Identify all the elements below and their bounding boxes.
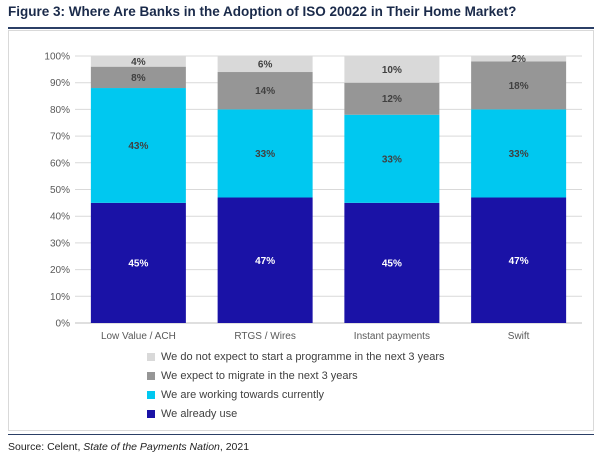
data-label: 14% <box>255 86 275 97</box>
y-tick-label: 70% <box>50 132 70 143</box>
source-prefix: Source: Celent, <box>8 441 84 453</box>
legend-label: We already use <box>161 408 238 420</box>
bar-segment <box>217 72 313 110</box>
legend-item: We expect to migrate in the next 3 years <box>147 369 358 383</box>
y-tick-label: 100% <box>44 52 70 63</box>
y-tick-label: 60% <box>50 158 70 169</box>
data-label: 33% <box>255 149 275 160</box>
data-label: 8% <box>131 73 146 84</box>
legend-swatch <box>147 353 155 361</box>
data-label: 47% <box>255 256 275 267</box>
bottom-divider <box>8 434 594 435</box>
bar-segment <box>471 197 567 323</box>
legend-swatch <box>147 372 155 380</box>
data-label: 33% <box>382 154 402 165</box>
legend-label: We expect to migrate in the next 3 years <box>161 370 358 382</box>
y-tick-label: 0% <box>56 319 71 330</box>
bar-segment <box>217 109 313 198</box>
source-publication: State of the Payments Nation <box>83 441 220 453</box>
bar-segment <box>344 202 440 323</box>
bar-segment <box>344 114 440 203</box>
data-label: 12% <box>382 94 402 105</box>
y-tick-label: 50% <box>50 185 70 196</box>
x-tick-label: Swift <box>508 331 530 342</box>
data-label: 10% <box>382 65 402 76</box>
source-suffix: , 2021 <box>219 441 250 453</box>
data-label: 2% <box>511 54 526 65</box>
y-tick-label: 80% <box>50 105 70 116</box>
y-tick-label: 20% <box>50 265 70 276</box>
y-tick-label: 90% <box>50 78 70 89</box>
data-label: 6% <box>258 60 273 71</box>
figure-title: Figure 3: Where Are Banks in the Adoptio… <box>8 4 517 19</box>
bar-segment <box>90 66 186 89</box>
legend-swatch <box>147 391 155 399</box>
data-label: 47% <box>509 256 529 267</box>
x-tick-label: RTGS / Wires <box>234 331 295 342</box>
bar-segment <box>217 197 313 323</box>
bar-segment <box>344 82 440 115</box>
bar-segment <box>471 56 567 62</box>
data-label: 45% <box>128 258 148 269</box>
data-label: 4% <box>131 57 146 68</box>
bar-segment <box>471 109 567 198</box>
bar-segment <box>471 61 567 110</box>
bar-segment <box>90 202 186 323</box>
chart-frame <box>8 30 594 431</box>
title-divider <box>8 27 594 29</box>
legend-label: We do not expect to start a programme in… <box>161 351 445 363</box>
data-label: 33% <box>509 149 529 160</box>
bar-segment <box>217 56 313 73</box>
y-tick-label: 40% <box>50 212 70 223</box>
data-label: 43% <box>128 141 148 152</box>
legend-swatch <box>147 410 155 418</box>
bar-segment <box>90 88 186 203</box>
legend-label: We are working towards currently <box>161 389 325 401</box>
data-label: 18% <box>509 81 529 92</box>
x-tick-label: Low Value / ACH <box>101 331 176 342</box>
bar-segment <box>90 56 186 67</box>
legend-item: We are working towards currently <box>147 388 324 402</box>
y-tick-label: 30% <box>50 238 70 249</box>
y-tick-label: 10% <box>50 292 70 303</box>
legend-item: We do not expect to start a programme in… <box>147 350 445 364</box>
legend-item: We already use <box>147 407 237 421</box>
x-tick-label: Instant payments <box>354 331 430 342</box>
bar-segment <box>344 56 440 83</box>
source-note: Source: Celent, State of the Payments Na… <box>8 441 249 453</box>
data-label: 45% <box>382 258 402 269</box>
